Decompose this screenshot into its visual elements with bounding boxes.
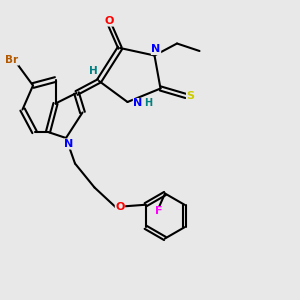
Text: Br: Br [5,55,19,65]
Text: N: N [152,44,160,55]
Text: H: H [88,65,98,76]
Text: H: H [144,98,153,109]
Text: N: N [134,98,142,109]
Text: F: F [155,206,163,217]
Text: S: S [187,91,194,101]
Text: O: O [105,16,114,26]
Text: O: O [115,202,125,212]
Text: N: N [64,139,74,149]
